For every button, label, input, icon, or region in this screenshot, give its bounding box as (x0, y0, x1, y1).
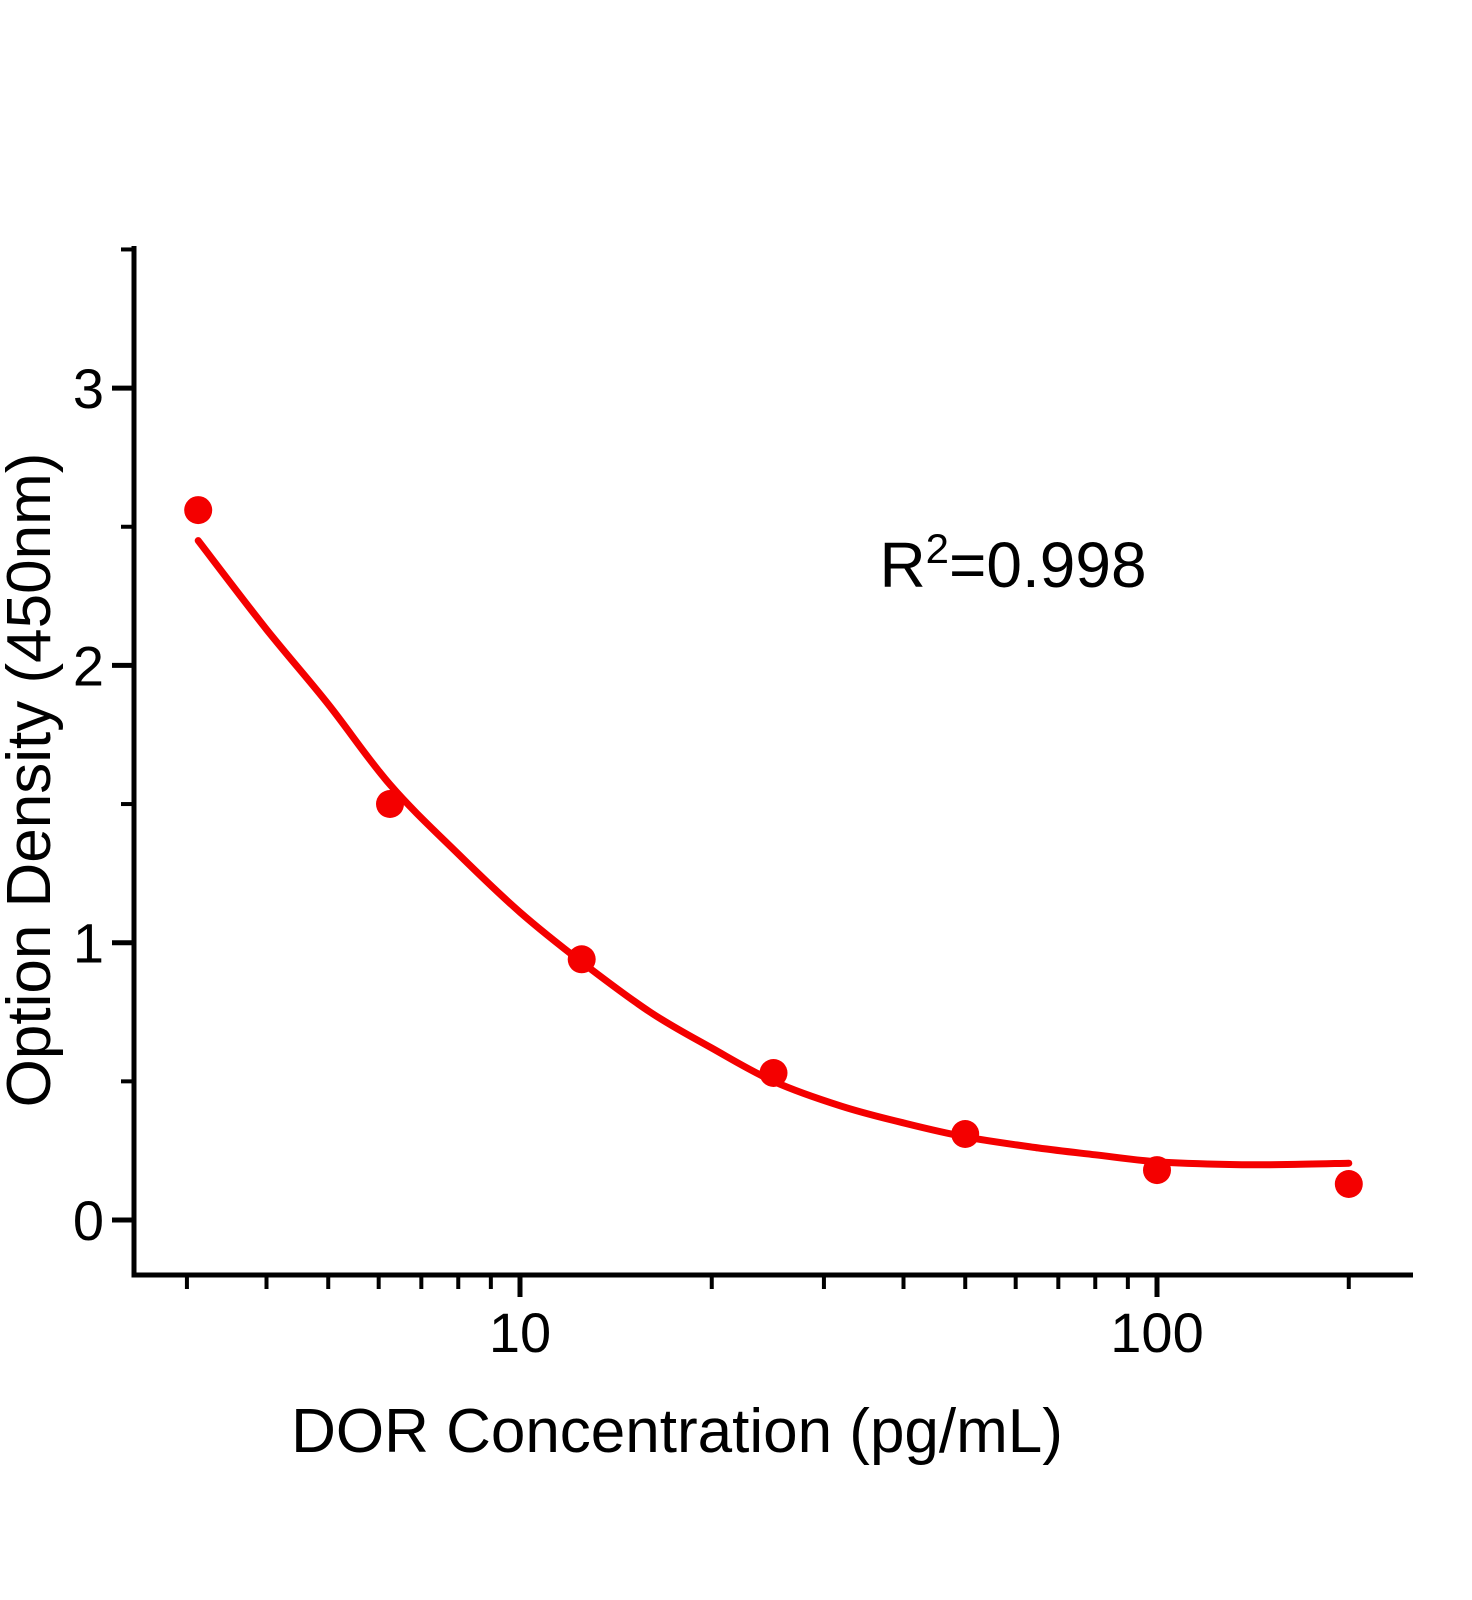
y-tick-label: 0 (73, 1189, 104, 1252)
data-point (376, 790, 404, 818)
data-point (1334, 1170, 1363, 1198)
y-tick-label: 1 (73, 912, 104, 975)
x-tick-label: 100 (1110, 1301, 1203, 1364)
data-point (567, 945, 596, 974)
y-axis-title: Option Density (450nm) (0, 453, 64, 1108)
fit-curve (194, 537, 1353, 1169)
x-axis-title: DOR Concentration (pg/mL) (291, 1397, 1063, 1466)
y-tick-label: 3 (73, 357, 104, 420)
data-point (759, 1059, 788, 1087)
data-point (1143, 1156, 1171, 1185)
x-tick-label: 10 (489, 1301, 551, 1364)
r-squared-annotation: R2=0.998 (879, 525, 1146, 601)
data-point (184, 496, 213, 525)
y-tick-label: 2 (73, 634, 104, 697)
data-point (951, 1120, 980, 1148)
